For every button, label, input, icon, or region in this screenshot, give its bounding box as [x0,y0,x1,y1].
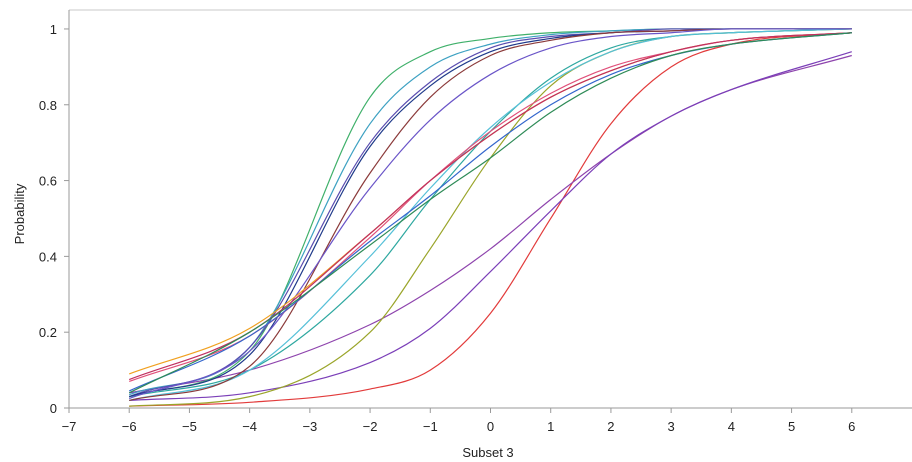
y-axis-label: Probability [12,183,27,244]
y-tick-label: 0.8 [39,98,57,113]
series-curve-13 [128,32,852,375]
curves-group [128,28,852,407]
x-tick-label: 0 [487,419,494,434]
x-tick-label: 5 [788,419,795,434]
x-tick-label: 6 [848,419,855,434]
series-curve-17 [128,32,852,394]
x-tick-label: −5 [182,419,197,434]
x-tick-label: −2 [363,419,378,434]
y-tick-label: 1 [50,22,57,37]
series-curve-3 [129,51,852,402]
x-tick-label: 3 [668,419,675,434]
x-tick-label: −7 [62,419,77,434]
series-curve-12 [128,28,852,400]
x-tick-label: −1 [423,419,438,434]
x-tick-label: −6 [122,419,137,434]
series-curve-10 [129,28,852,398]
plot-frame [68,9,912,409]
y-axis-ticks: 0 0.2 0.4 0.6 0.8 1 [39,22,69,416]
y-tick-label: 0 [50,401,57,416]
x-axis-ticks: −7 −6 −5 −4 −3 −2 −1 0 1 2 3 4 5 6 [62,408,855,434]
y-tick-label: 0.2 [39,325,57,340]
x-tick-label: −4 [242,419,257,434]
series-curve-7 [129,28,852,398]
x-axis-label: Subset 3 [462,445,513,460]
series-curve-16 [128,32,852,392]
y-tick-label: 0.4 [39,249,57,264]
y-tick-label: 0.6 [39,174,57,189]
x-tick-label: 1 [547,419,554,434]
x-tick-label: 4 [728,419,735,434]
x-tick-label: 2 [607,419,614,434]
series-curve-5 [129,28,852,398]
series-curve-1 [129,32,852,407]
series-curve-11 [129,28,852,402]
series-curve-6 [129,28,852,402]
series-curve-9 [128,28,852,398]
x-tick-label: −3 [302,419,317,434]
